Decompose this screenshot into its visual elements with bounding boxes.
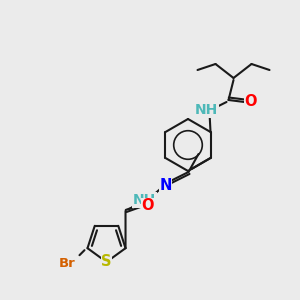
- Text: NH: NH: [133, 193, 156, 207]
- Text: O: O: [141, 199, 154, 214]
- Text: O: O: [244, 94, 257, 110]
- Text: S: S: [101, 254, 112, 269]
- Text: N: N: [159, 178, 172, 193]
- Text: NH: NH: [195, 103, 218, 117]
- Text: Br: Br: [59, 257, 76, 270]
